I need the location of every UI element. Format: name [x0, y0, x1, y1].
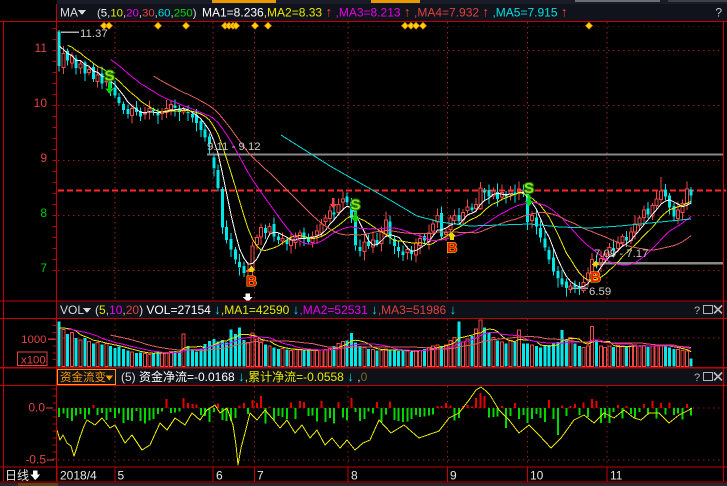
svg-text:7: 7	[40, 261, 47, 275]
svg-text:6.59: 6.59	[589, 286, 611, 298]
svg-text:S: S	[350, 197, 360, 214]
svg-text:B: B	[447, 240, 458, 257]
svg-text:9: 9	[40, 151, 47, 165]
svg-text:10: 10	[34, 96, 48, 110]
svg-text:0.0: 0.0	[28, 401, 45, 415]
svg-text:?: ?	[715, 6, 722, 20]
svg-text:5: 5	[118, 469, 125, 483]
svg-text:B: B	[246, 273, 257, 290]
svg-text:8: 8	[40, 206, 47, 220]
svg-text:-0.5: -0.5	[25, 453, 46, 467]
svg-text:11: 11	[35, 41, 48, 55]
svg-text:资金流变: 资金流变	[60, 370, 106, 384]
svg-text:7: 7	[257, 469, 264, 483]
svg-text:(5,10,20) VOL=27154 ↓,MA1=4259: (5,10,20) VOL=27154 ↓,MA1=42590 ↓,MA2=52…	[95, 302, 456, 317]
svg-text:B: B	[246, 273, 257, 290]
svg-text:x100: x100	[21, 355, 46, 367]
svg-text:S: S	[524, 180, 534, 197]
svg-text:S: S	[104, 68, 114, 85]
svg-text:6: 6	[216, 469, 223, 483]
svg-text:8: 8	[351, 469, 358, 483]
svg-text:2018/4: 2018/4	[60, 469, 97, 483]
svg-text:11: 11	[610, 469, 623, 483]
svg-text:11.37: 11.37	[80, 28, 108, 40]
svg-text:日线: 日线	[5, 469, 29, 483]
svg-text:1000: 1000	[21, 334, 46, 346]
svg-text:B: B	[590, 269, 601, 286]
svg-text:10: 10	[530, 469, 544, 483]
svg-text:S: S	[524, 180, 534, 197]
svg-text:S: S	[104, 68, 114, 85]
svg-text:7.09 - 7.17: 7.09 - 7.17	[594, 248, 648, 260]
svg-text:9: 9	[450, 469, 457, 483]
svg-text:?: ?	[694, 305, 700, 317]
svg-text:MA: MA	[60, 6, 78, 20]
svg-text:9.11 - 9.12: 9.11 - 9.12	[207, 141, 261, 153]
svg-text:(5) 资金净流=-0.0168 ↓,累计净流=-0.055: (5) 资金净流=-0.0168 ↓,累计净流=-0.0558 ↓ ,0	[121, 369, 368, 384]
svg-text:B: B	[590, 269, 601, 286]
svg-text:B: B	[447, 240, 458, 257]
svg-text:VOL: VOL	[60, 303, 84, 317]
svg-text:(5,10,20,30,60,250): (5,10,20,30,60,250)	[97, 8, 197, 20]
svg-text:?: ?	[694, 372, 700, 384]
svg-text:MA1=8.236,MA2=8.33 ↑ ,MA3=8.21: MA1=8.236,MA2=8.33 ↑ ,MA3=8.213 ↑ ,MA4=7…	[202, 5, 568, 20]
svg-text:S: S	[350, 197, 360, 214]
